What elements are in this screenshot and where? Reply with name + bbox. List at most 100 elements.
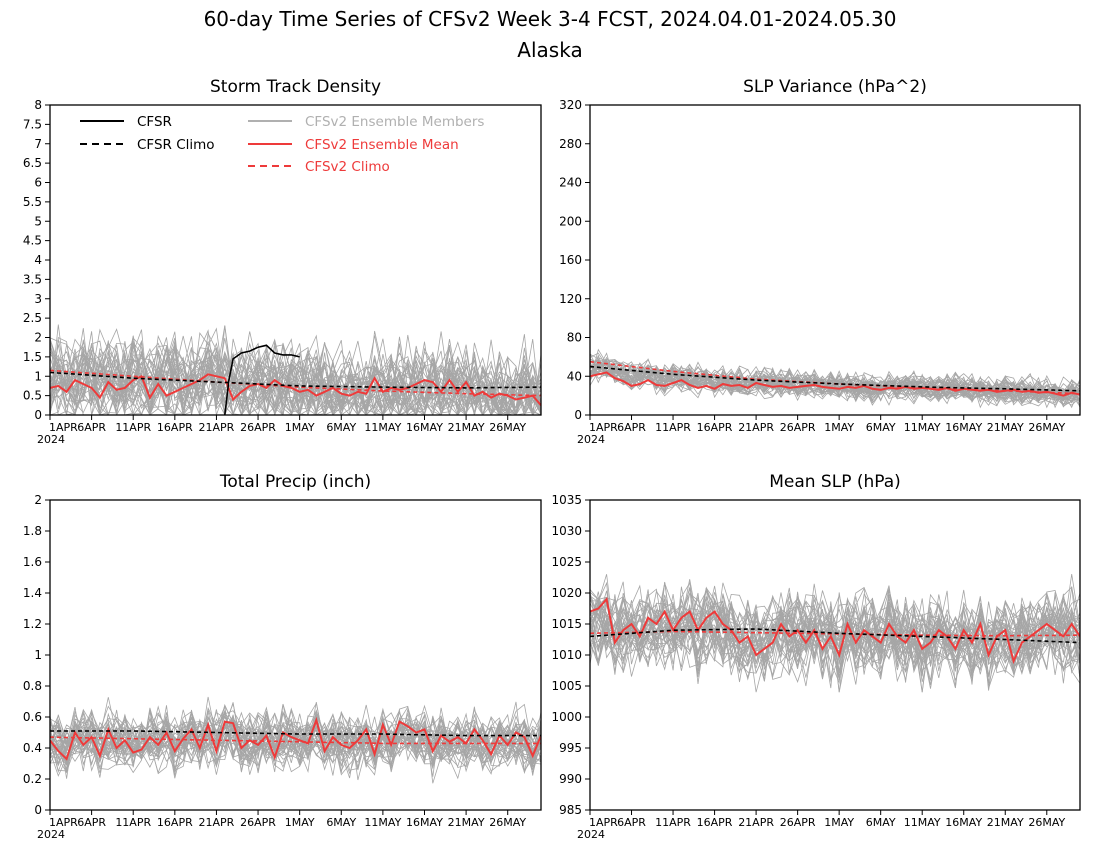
y-tick-label: 0.6 — [23, 710, 42, 724]
x-tick-label: 11APR — [655, 816, 691, 829]
y-tick-label: 6 — [34, 176, 42, 190]
x-tick-label: 26MAY — [1028, 421, 1065, 434]
x-tick-label: 1MAY — [824, 816, 854, 829]
x-tick-label: 6APR — [77, 421, 106, 434]
x-tick-label: 11MAY — [364, 421, 401, 434]
x-tick-label: 1MAY — [285, 816, 315, 829]
chart-title: Mean SLP (hPa) — [769, 472, 901, 492]
cfsv2-ensemble-mean-line — [590, 597, 1080, 665]
ensemble-member-line — [590, 586, 1080, 693]
x-tick-label: 11APR — [115, 421, 151, 434]
y-tick-label: 1000 — [551, 710, 582, 724]
ensemble-member-line — [590, 593, 1080, 686]
x-tick-label: 26MAY — [489, 421, 526, 434]
y-tick-label: 0 — [34, 803, 42, 817]
ensemble-member-line — [50, 325, 541, 415]
y-tick-label: 1025 — [551, 555, 582, 569]
y-tick-label: 320 — [559, 98, 582, 112]
x-tick-label: 16MAY — [945, 421, 982, 434]
cfsr-climo-line — [50, 730, 541, 737]
x-tick-label: 21APR — [199, 421, 235, 434]
chart-panel-2: SLP Variance (hPa^2) 0 40 80 120 160 200 240 280… — [559, 77, 1081, 446]
y-tick-label: 1005 — [551, 679, 582, 693]
y-tick-label: 1.5 — [23, 350, 42, 364]
cfsr-climo-line — [590, 365, 1080, 392]
x-tick-label: 6APR — [77, 816, 106, 829]
legend-label: CFSv2 Ensemble Mean — [305, 137, 459, 153]
y-tick-label: 985 — [559, 803, 582, 817]
plot-frame — [589, 104, 1081, 416]
x-tick-label: 16MAY — [406, 816, 443, 829]
x-year-label: 2024 — [577, 828, 605, 841]
y-tick-label: 200 — [559, 214, 582, 228]
cfsv2-climo-line — [50, 736, 541, 745]
ensemble-member-line — [50, 703, 541, 773]
ensemble-member-line — [50, 324, 541, 415]
cfsv2-ensemble-mean-line — [50, 373, 541, 406]
y-tick-label: 8 — [34, 98, 42, 112]
x-year-label: 2024 — [577, 433, 605, 446]
ensemble-member-line — [50, 344, 541, 415]
y-tick-label: 1 — [34, 648, 42, 662]
x-tick-label: 11APR — [115, 816, 151, 829]
y-tick-label: 120 — [559, 292, 582, 306]
ensemble-member-line — [50, 328, 541, 415]
y-tick-label: 40 — [567, 369, 582, 383]
x-tick-label: 26APR — [240, 816, 276, 829]
x-tick-label: 16APR — [157, 816, 193, 829]
x-tick-label: 21APR — [738, 421, 774, 434]
x-tick-label: 21MAY — [987, 816, 1024, 829]
ensemble-member-line — [50, 705, 541, 775]
x-tick-label: 6APR — [617, 816, 646, 829]
x-year-label: 2024 — [37, 828, 65, 841]
x-tick-label: 26MAY — [489, 816, 526, 829]
y-tick-label: 1.6 — [23, 555, 42, 569]
y-tick-label: 4 — [34, 253, 42, 267]
y-tick-label: 7 — [34, 137, 42, 151]
ensemble-member-line — [50, 338, 541, 415]
y-tick-label: 0 — [34, 408, 42, 422]
ensemble-member-line — [590, 357, 1080, 406]
x-tick-label: 26APR — [780, 421, 816, 434]
x-tick-label: 21MAY — [448, 421, 485, 434]
x-tick-label: 6MAY — [326, 816, 356, 829]
x-tick-label: 6MAY — [866, 816, 896, 829]
y-tick-label: 0 — [574, 408, 582, 422]
chart-panels: Storm Track Density 0 0.5 1 1.5 2 2.5 3 3.5 4 4.5 5… — [23, 77, 1081, 841]
y-tick-label: 3 — [34, 292, 42, 306]
plot-frame — [49, 104, 542, 416]
y-tick-label: 3.5 — [23, 272, 42, 286]
y-tick-label: 1.4 — [23, 586, 42, 600]
legend-label: CFSv2 Ensemble Members — [305, 114, 484, 130]
plot-area — [50, 696, 541, 784]
ensemble-member-line — [590, 589, 1080, 678]
ensemble-member-line — [50, 707, 541, 779]
y-tick-label: 0.2 — [23, 772, 42, 786]
chart-panel-4: Mean SLP (hPa) 985 990 995 1000 1005 1010 1015 1… — [551, 472, 1081, 841]
cfsr-climo-line — [590, 628, 1080, 644]
legend: CFSR CFSR Climo CFSv2 Ensemble Members CFSv… — [80, 114, 484, 175]
ensemble-member-line — [50, 697, 541, 776]
y-tick-label: 2.5 — [23, 311, 42, 325]
y-tick-label: 2 — [34, 331, 42, 345]
x-tick-label: 26APR — [240, 421, 276, 434]
x-tick-label: 21MAY — [448, 816, 485, 829]
y-tick-label: 7.5 — [23, 117, 42, 131]
chart-title: Storm Track Density — [210, 77, 381, 97]
x-tick-label: 1APR — [589, 816, 618, 829]
legend-label: CFSR Climo — [137, 137, 215, 153]
x-tick-label: 1APR — [49, 816, 78, 829]
cfsv2-ensemble-mean-line — [590, 371, 1080, 397]
ensemble-member-line — [50, 338, 541, 415]
x-tick-label: 16APR — [697, 421, 733, 434]
x-tick-label: 16APR — [697, 816, 733, 829]
y-tick-label: 4.5 — [23, 234, 42, 248]
y-tick-label: 1 — [34, 369, 42, 383]
ensemble-member-line — [50, 335, 541, 415]
x-tick-label: 16MAY — [406, 421, 443, 434]
y-tick-label: 1030 — [551, 524, 582, 538]
plot-area — [50, 324, 541, 415]
x-tick-label: 11MAY — [904, 816, 941, 829]
y-tick-label: 6.5 — [23, 156, 42, 170]
